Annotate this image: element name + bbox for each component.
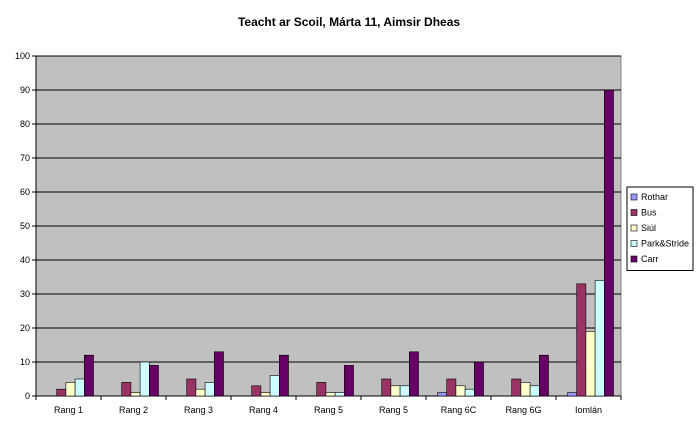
bar-carr <box>408 351 419 397</box>
legend-box <box>626 186 694 271</box>
x-tick-label: Rang 2 <box>119 405 148 415</box>
bar-park-stride <box>74 378 85 397</box>
bar-bus <box>121 382 132 397</box>
y-tick-label: 10 <box>20 357 30 367</box>
bar-carr <box>538 354 549 397</box>
bar-park-stride <box>334 392 345 397</box>
y-tick-label: 0 <box>25 391 30 401</box>
bar-rothar <box>567 392 577 397</box>
legend-label: Bus <box>641 208 657 218</box>
y-tick-label: 20 <box>20 323 30 333</box>
bar-bus <box>316 382 327 397</box>
chart-title: Teacht ar Scoil, Márta 11, Aimsir Dheas <box>238 15 460 29</box>
bar-bus <box>56 388 67 397</box>
bar-park-stride <box>139 361 150 397</box>
y-tick-label: 90 <box>20 85 30 95</box>
bar-carr <box>473 361 484 397</box>
x-tick-label: Rang 5 <box>379 405 408 415</box>
bar-bus <box>381 378 392 397</box>
legend-swatch <box>630 209 638 216</box>
bar-park-stride <box>594 280 605 397</box>
bar-bus <box>186 378 197 397</box>
bar-si-l <box>520 382 531 397</box>
bar-bus <box>251 385 262 397</box>
bar-si-l <box>195 388 206 397</box>
bar-carr <box>214 351 224 397</box>
y-tick-label: 50 <box>20 221 30 231</box>
bar-carr <box>149 365 159 397</box>
x-tick-label: Rang 3 <box>184 405 213 415</box>
bar-bus <box>576 283 587 397</box>
bar-si-l <box>325 392 336 397</box>
bar-bus <box>511 378 522 397</box>
y-tick-label: 30 <box>20 289 30 299</box>
bar-si-l <box>260 392 271 397</box>
bar-bus <box>446 378 457 397</box>
x-tick-label: Rang 4 <box>249 405 278 415</box>
x-tick-label: Rang 5 <box>314 405 343 415</box>
bar-carr <box>84 354 94 397</box>
legend-label: Park&Stride <box>641 239 689 249</box>
legend-label: Rothar <box>641 192 668 202</box>
bar-carr <box>278 354 289 397</box>
y-tick-label: 60 <box>20 187 30 197</box>
y-tick-label: 80 <box>20 119 30 129</box>
bar-park-stride <box>464 388 475 397</box>
x-tick-label: Rang 1 <box>54 405 83 415</box>
y-tick-label: 100 <box>15 51 30 61</box>
legend-label: Siúl <box>641 223 656 233</box>
bar-park-stride <box>529 385 540 397</box>
legend-swatch <box>630 255 638 263</box>
legend-swatch <box>630 240 638 247</box>
y-tick-label: 70 <box>20 153 30 163</box>
legend-swatch <box>630 224 638 232</box>
bar-si-l <box>585 331 596 397</box>
x-tick-label: Rang 6G <box>505 405 541 415</box>
bar-rothar <box>437 392 447 397</box>
bar-park-stride <box>399 385 410 397</box>
bar-si-l <box>455 385 466 397</box>
legend-label: Carr <box>641 254 659 264</box>
bar-si-l <box>65 382 76 397</box>
y-tick-label: 40 <box>20 255 30 265</box>
bar-park-stride <box>204 382 215 397</box>
x-tick-label: Iomlán <box>575 405 602 415</box>
x-tick-label: Rang 6C <box>441 405 477 415</box>
bar-carr <box>603 89 614 397</box>
bar-park-stride <box>269 375 280 397</box>
bar-si-l <box>130 392 141 397</box>
legend-swatch <box>630 193 638 201</box>
bar-si-l <box>390 385 401 397</box>
bar-carr <box>343 365 354 397</box>
